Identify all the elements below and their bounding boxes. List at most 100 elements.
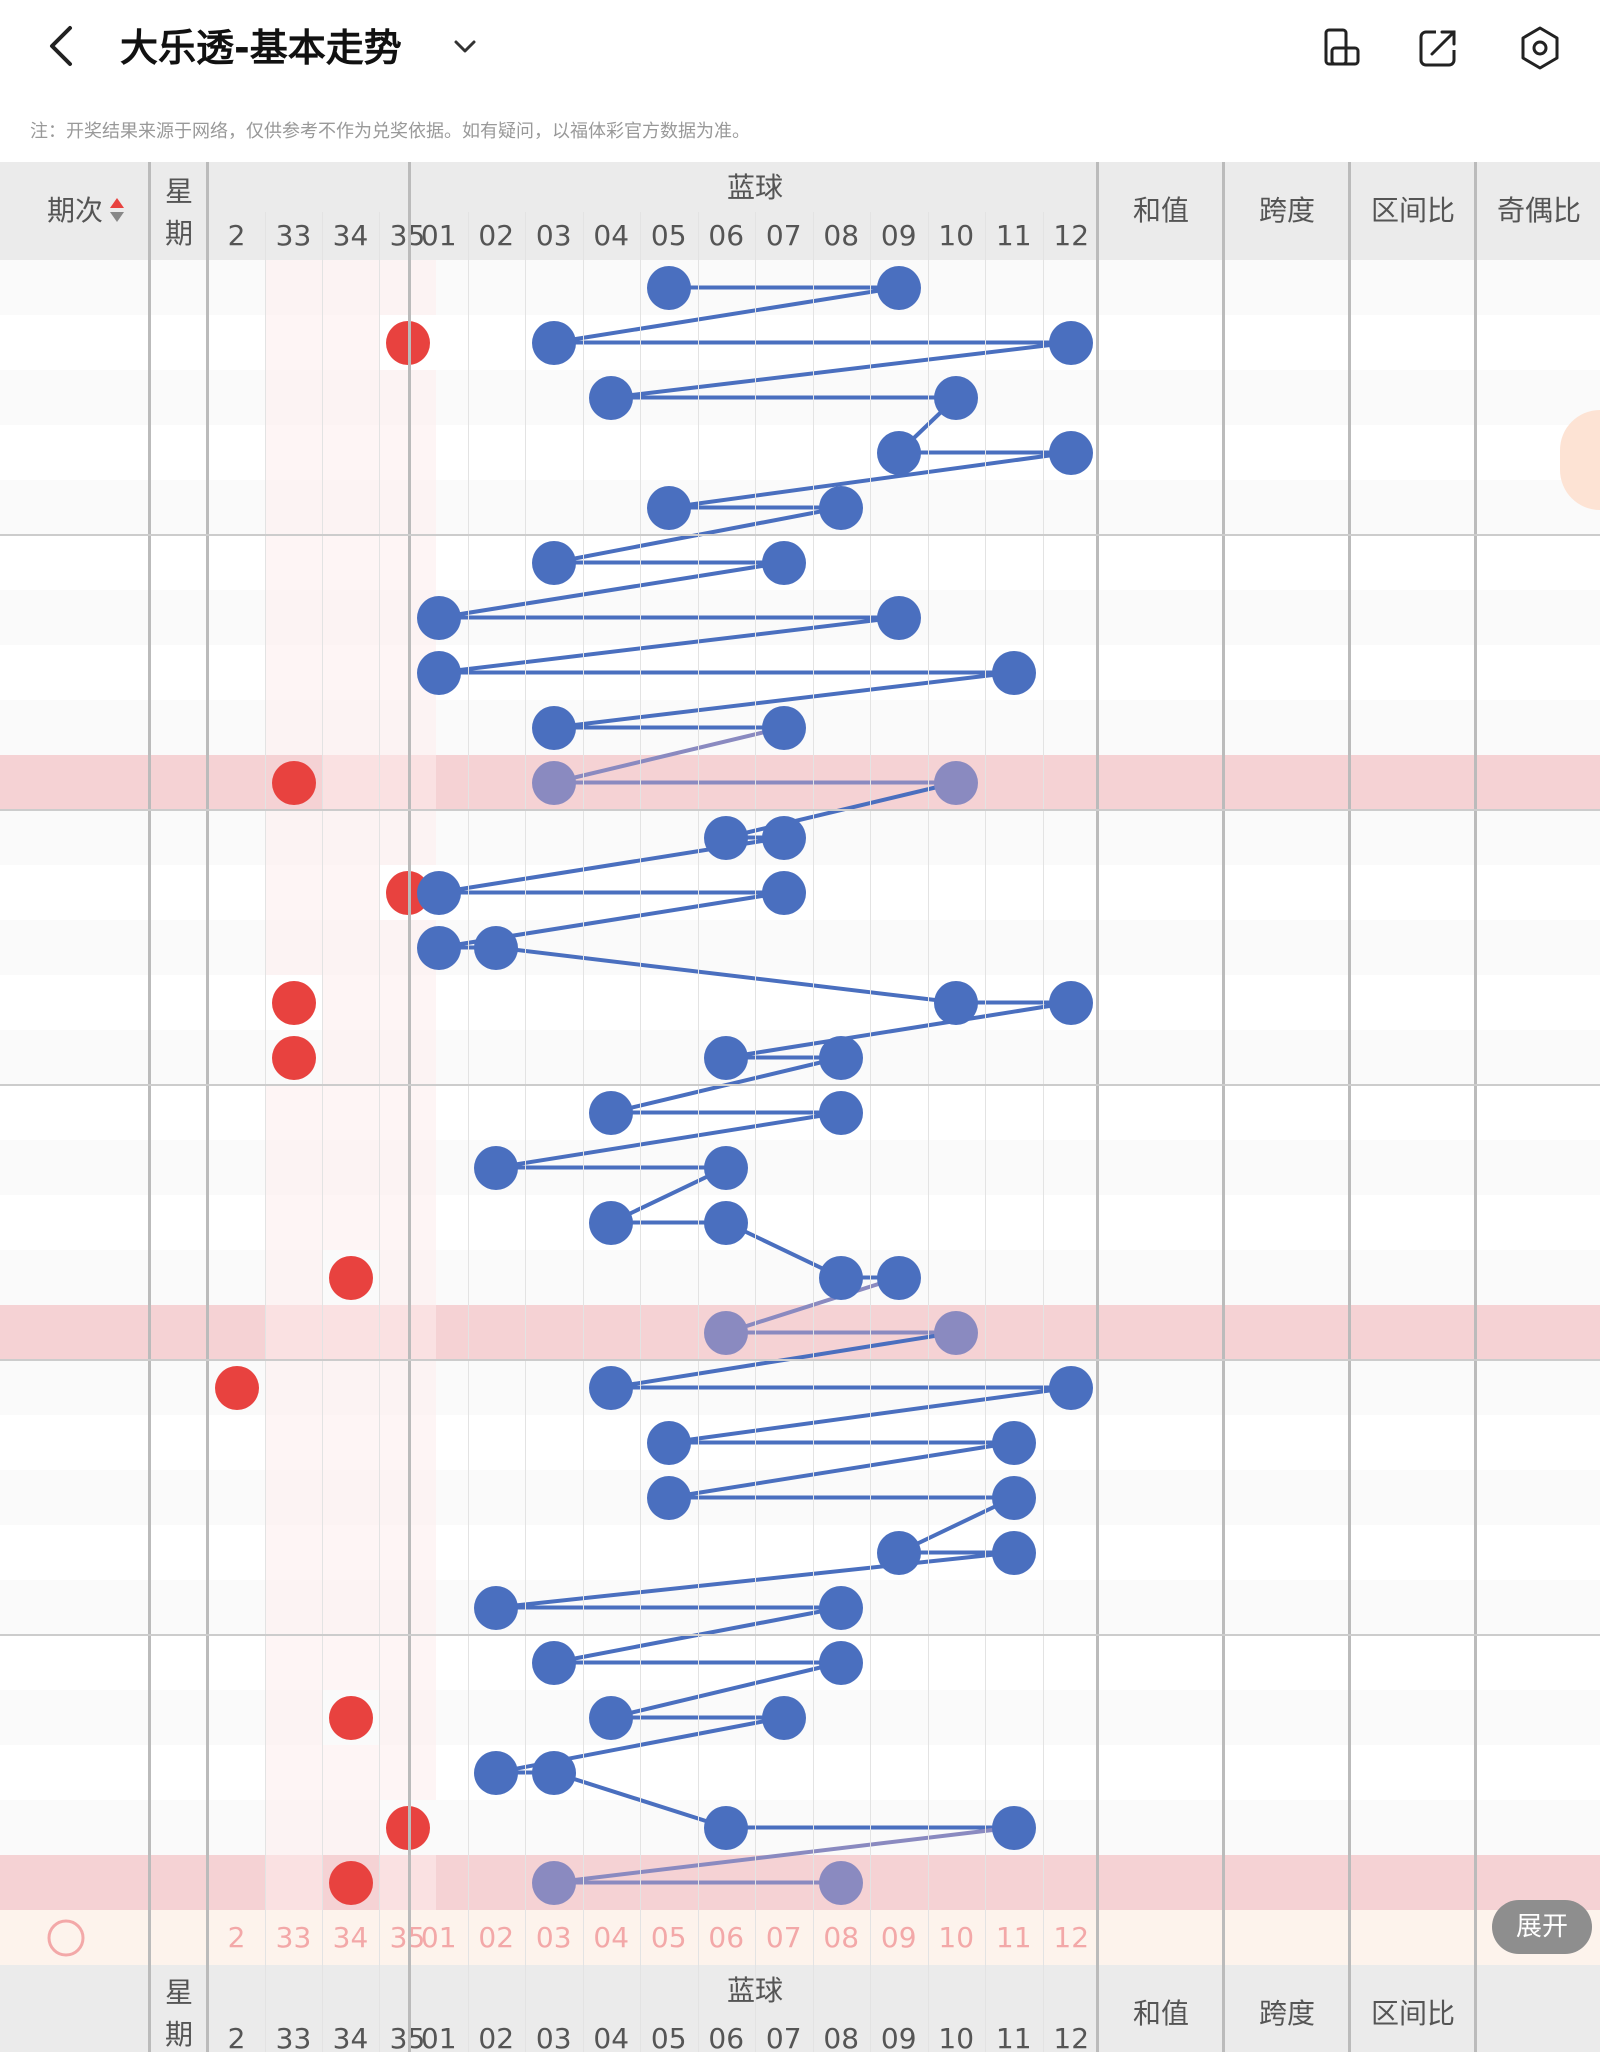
odd-even-cell	[1476, 535, 1600, 590]
column-divider	[1096, 162, 1099, 2052]
zone-ratio-cell	[1350, 975, 1476, 1030]
pick-blue-number[interactable]: 10	[938, 1921, 975, 1954]
expand-toggle-button[interactable]: 展开	[1492, 1900, 1592, 1954]
zone-ratio-cell	[1350, 1085, 1476, 1140]
blue-cell	[985, 1690, 1043, 1745]
blue-ball	[646, 1420, 691, 1465]
red-cell	[208, 810, 265, 865]
weekday-cell	[150, 755, 208, 810]
blue-cell	[468, 975, 526, 1030]
pick-red-number[interactable]: 35	[379, 1910, 436, 1965]
blue-cell	[525, 425, 583, 480]
pick-blue-number[interactable]: 08	[823, 1921, 860, 1954]
pick-red-number[interactable]: 2	[227, 1921, 246, 1954]
blue-cell	[410, 1360, 468, 1415]
blue-cell	[525, 1415, 583, 1470]
blue-cell	[813, 370, 871, 425]
blue-cell	[985, 1855, 1043, 1910]
blue-cell	[1043, 1470, 1101, 1525]
blue-cell	[928, 1415, 986, 1470]
red-cell	[265, 315, 322, 370]
pick-blue-number[interactable]: 04	[593, 1921, 630, 1954]
blue-cell	[640, 590, 698, 645]
page-title[interactable]: 大乐透-基本走势	[120, 26, 402, 70]
blue-cell	[870, 1635, 928, 1690]
blue-ball	[819, 1255, 864, 1300]
span-cell	[1224, 480, 1350, 535]
blue-col-header: 05	[650, 219, 687, 252]
red-cell	[379, 1690, 436, 1745]
blue-cell	[468, 755, 526, 810]
blue-cell	[1043, 810, 1101, 865]
settings-icon[interactable]	[1516, 24, 1564, 72]
pick-blue-number[interactable]: 02	[478, 1921, 515, 1954]
blue-cell	[1043, 1415, 1101, 1470]
chevron-down-icon[interactable]	[448, 32, 482, 62]
pick-blue-number[interactable]: 07	[765, 1921, 802, 1954]
blue-cell	[928, 865, 986, 920]
red-cell	[322, 480, 379, 535]
span-cell	[1224, 1800, 1350, 1855]
blue-cell	[410, 1580, 468, 1635]
col-period-header[interactable]: 期次	[46, 194, 103, 227]
blue-cell	[525, 810, 583, 865]
zone-ratio-cell	[1350, 1140, 1476, 1195]
red-cell	[379, 1195, 436, 1250]
pick-red-number[interactable]: 34	[332, 1921, 369, 1954]
screen-rotate-icon[interactable]	[1318, 24, 1366, 72]
pick-blue-number[interactable]: 09	[880, 1921, 917, 1954]
sum-cell	[1098, 1305, 1224, 1360]
pick-blue-number[interactable]: 06	[708, 1921, 745, 1954]
red-cell	[208, 1030, 265, 1085]
red-cell	[322, 975, 379, 1030]
blue-cell	[583, 920, 641, 975]
odd-even-cell	[1476, 315, 1600, 370]
blue-col-header: 11	[995, 219, 1032, 252]
pick-blue-number[interactable]: 03	[535, 1921, 572, 1954]
blue-cell	[525, 590, 583, 645]
weekday-cell	[150, 370, 208, 425]
pick-label[interactable]	[96, 1910, 196, 1965]
odd-even-cell	[1476, 1085, 1600, 1140]
blue-cell	[870, 1855, 928, 1910]
red-cell	[322, 810, 379, 865]
pick-blue-number[interactable]: 11	[995, 1921, 1032, 1954]
blue-cell	[985, 1250, 1043, 1305]
red-ball	[385, 1805, 430, 1850]
blue-cell	[870, 1305, 928, 1360]
red-cell	[322, 535, 379, 590]
pick-radio-icon[interactable]	[46, 1918, 86, 1958]
red-cell	[265, 1085, 322, 1140]
blue-ball	[1049, 980, 1094, 1025]
group-divider	[0, 1634, 1600, 1636]
blue-cell	[525, 370, 583, 425]
share-icon[interactable]	[1414, 24, 1462, 72]
blue-cell	[928, 1745, 986, 1800]
back-arrow-icon[interactable]	[42, 22, 82, 70]
blue-ball	[646, 1475, 691, 1520]
blue-cell	[525, 1690, 583, 1745]
blue-cell	[870, 1745, 928, 1800]
cell-divider	[640, 212, 641, 2052]
blue-cell	[640, 1580, 698, 1635]
blue-cell	[813, 1360, 871, 1415]
pick-blue-number[interactable]: 01	[420, 1921, 457, 1954]
floating-badge[interactable]	[1560, 410, 1600, 510]
blue-cell	[755, 1415, 813, 1470]
blue-cell	[755, 1085, 813, 1140]
blue-ball	[761, 540, 806, 585]
red-cell	[379, 425, 436, 480]
pick-red-number[interactable]: 33	[275, 1921, 312, 1954]
blue-ball	[474, 1145, 519, 1190]
pick-blue-number[interactable]: 12	[1053, 1921, 1090, 1954]
blue-ball	[991, 1475, 1036, 1520]
odd-even-cell	[1476, 1030, 1600, 1085]
sort-arrows-icon[interactable]	[108, 196, 126, 226]
pick-blue-number[interactable]: 05	[650, 1921, 687, 1954]
span-cell	[1224, 1030, 1350, 1085]
span-cell	[1224, 590, 1350, 645]
weekday-cell	[150, 1085, 208, 1140]
blue-cell	[813, 315, 871, 370]
period-cell	[0, 315, 150, 370]
blue-cell	[583, 1250, 641, 1305]
